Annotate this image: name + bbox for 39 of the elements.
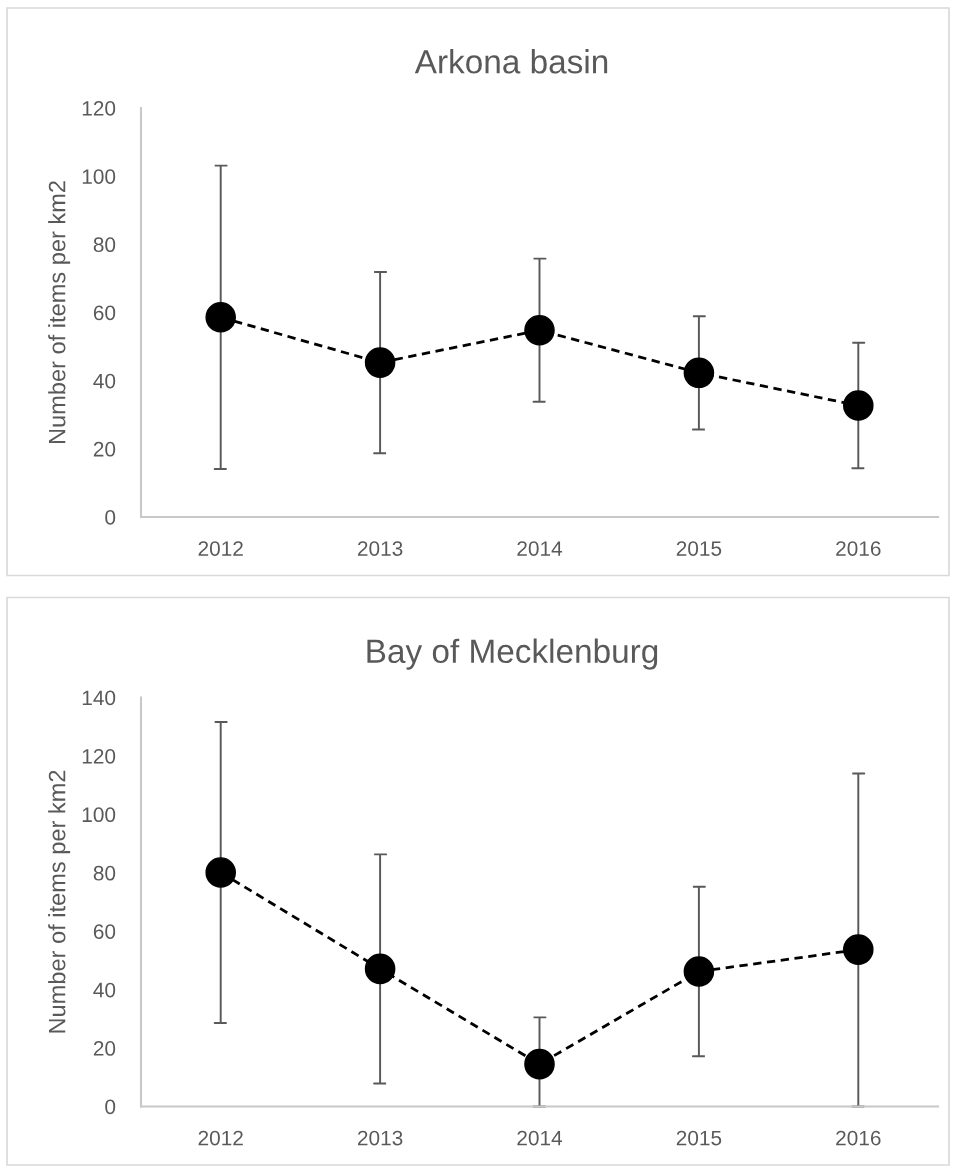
point [683,357,715,389]
y-tick-label: 80 [93,237,116,253]
point [205,857,236,888]
chart-title: Arkona basin [414,49,608,74]
y-tick-label: 120 [82,101,116,116]
point [843,390,874,421]
y-tick-label: 0 [105,1099,116,1115]
point [683,956,715,987]
point [843,934,874,965]
point [524,314,555,346]
x-tick-label: 2016 [836,541,881,556]
y-axis-title: Number of items per km2 [48,770,71,1033]
y-tick-label: 60 [93,305,116,321]
y-tick-label: 60 [93,924,116,939]
x-tick-label: 2014 [517,541,563,556]
y-tick-label: 40 [93,373,116,389]
y-tick-label: 0 [105,510,116,525]
chart-title: Bay of Mecklenburg [367,638,658,670]
point [364,953,396,985]
x-tick-label: 2014 [517,1130,563,1146]
y-tick-label: 80 [93,865,116,881]
y-tick-label: 20 [93,441,116,457]
x-tick-label: 2016 [836,1130,881,1146]
x-tick-label: 2015 [676,541,722,556]
x-tick-label: 2013 [357,541,403,556]
x-tick-label: 2013 [357,1130,403,1146]
x-tick-label: 2012 [198,1130,243,1146]
point [524,1048,555,1080]
y-tick-label: 20 [93,1041,116,1056]
y-tick-label: 140 [82,690,116,706]
y-axis-title: Number of items per km2 [48,181,71,444]
y-tick-label: 40 [93,982,116,998]
y-tick-label: 100 [82,807,116,823]
y-tick-label: 120 [82,748,116,764]
point [205,301,236,333]
x-tick-label: 2015 [676,1130,722,1146]
x-tick-label: 2012 [198,541,243,556]
y-tick-label: 100 [82,169,116,184]
point [364,347,396,378]
